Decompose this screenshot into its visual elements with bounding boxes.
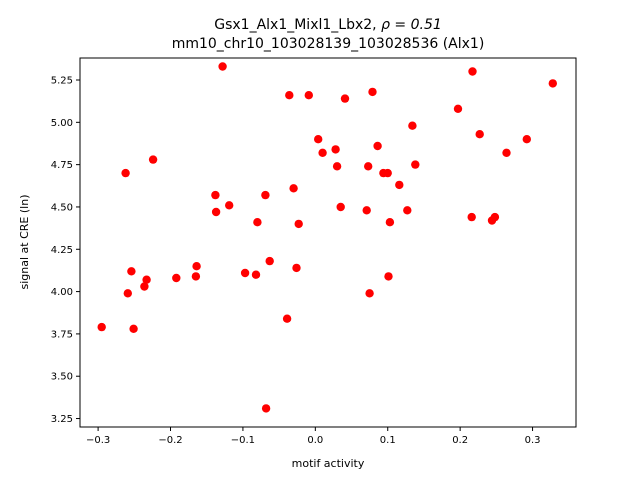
data-point	[365, 289, 374, 298]
data-point	[384, 272, 393, 281]
data-point	[142, 275, 151, 284]
data-point	[548, 79, 557, 88]
chart-title-rho: ρ = 0.51	[381, 17, 442, 33]
chart-title-line2: mm10_chr10_103028139_103028536 (Alx1)	[172, 36, 485, 52]
y-axis-ticks: 3.25 3.50 3.75 4.00 4.25 4.50 4.75 5.00 5.25	[51, 76, 80, 425]
data-point	[373, 141, 382, 151]
data-point	[331, 145, 340, 154]
data-point	[261, 190, 270, 200]
data-point	[211, 190, 220, 200]
data-point	[403, 206, 412, 215]
y-tick-label: 5.25	[51, 76, 73, 87]
data-point	[129, 324, 138, 333]
data-point	[97, 322, 106, 332]
data-point	[148, 155, 158, 164]
data-point	[467, 212, 476, 222]
data-point	[411, 160, 420, 169]
data-point	[127, 267, 136, 276]
data-point	[123, 289, 132, 298]
data-point	[261, 404, 271, 413]
x-axis-label: motif activity	[292, 457, 365, 470]
points-layer	[97, 62, 557, 413]
data-point	[192, 262, 201, 271]
y-tick-label: 4.00	[51, 287, 73, 298]
data-point	[140, 282, 149, 291]
y-axis-label: signal at CRE (ln)	[18, 195, 31, 290]
data-point	[172, 273, 181, 283]
data-point	[211, 207, 221, 217]
data-point	[289, 184, 298, 193]
y-tick-label: 5.00	[51, 118, 73, 129]
data-point	[314, 135, 323, 144]
data-point	[522, 135, 531, 144]
data-point	[218, 62, 227, 71]
x-tick-label: −0.2	[158, 435, 182, 446]
data-point	[383, 168, 392, 178]
data-point	[368, 87, 377, 97]
x-tick-label: 0.1	[380, 435, 396, 446]
data-point	[408, 121, 417, 130]
chart-title-line1: Gsx1_Alx1_Mixl1_Lbx2, ρ = 0.51	[214, 17, 442, 33]
data-point	[336, 202, 345, 212]
x-tick-label: 0.2	[452, 435, 468, 446]
y-tick-label: 3.75	[51, 329, 73, 340]
x-tick-label: 0.0	[307, 435, 323, 446]
data-point	[468, 67, 477, 76]
data-point	[502, 148, 511, 157]
x-tick-label: 0.3	[525, 435, 541, 446]
chart-title-prefix: Gsx1_Alx1_Mixl1_Lbx2,	[214, 17, 381, 33]
x-tick-label: −0.1	[231, 435, 255, 446]
x-tick-label: −0.3	[86, 435, 110, 446]
data-point	[251, 270, 261, 279]
data-point	[225, 201, 234, 210]
data-point	[191, 272, 201, 281]
data-point	[475, 130, 484, 139]
data-point	[304, 91, 313, 100]
data-point	[395, 180, 404, 190]
data-point	[318, 148, 327, 157]
x-axis-ticks: −0.3 −0.2 −0.1 0.0 0.1 0.2 0.3	[86, 427, 541, 446]
data-point	[490, 212, 500, 222]
data-point	[265, 256, 274, 266]
data-point	[294, 219, 303, 229]
y-tick-label: 3.50	[51, 372, 73, 383]
data-point	[282, 314, 292, 323]
data-point	[340, 94, 350, 103]
data-point	[121, 168, 130, 178]
data-point	[253, 218, 262, 227]
y-tick-label: 3.25	[51, 414, 73, 425]
data-point	[453, 104, 463, 114]
y-tick-label: 4.50	[51, 202, 73, 213]
data-point	[292, 263, 301, 273]
data-point	[240, 268, 250, 278]
data-point	[285, 91, 294, 100]
data-point	[362, 206, 371, 215]
y-tick-label: 4.75	[51, 160, 73, 171]
y-tick-label: 4.25	[51, 245, 73, 256]
data-point	[332, 162, 342, 171]
data-point	[385, 218, 395, 227]
data-point	[364, 162, 373, 171]
plot-frame	[79, 57, 577, 428]
